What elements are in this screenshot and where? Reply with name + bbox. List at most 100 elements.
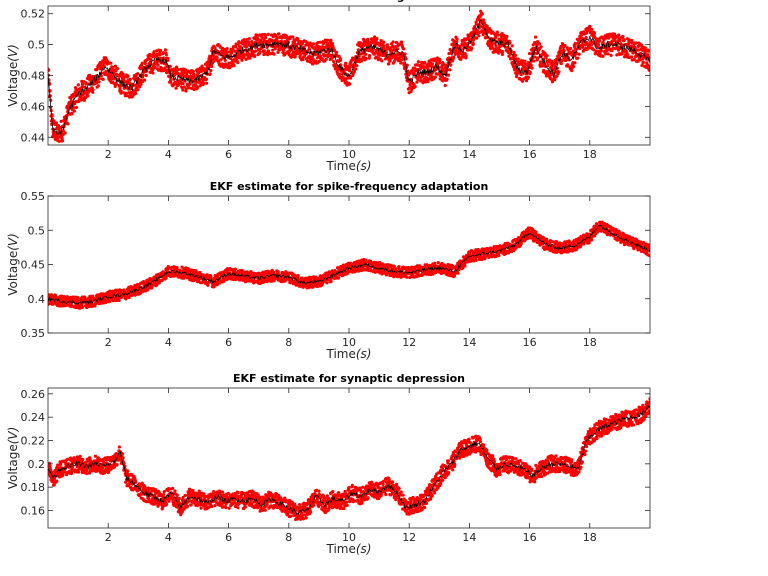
- data-point: [364, 260, 368, 265]
- data-point: [381, 40, 385, 44]
- data-point: [264, 33, 268, 37]
- data-point: [256, 37, 260, 41]
- data-point: [96, 84, 100, 88]
- data-point: [144, 73, 148, 78]
- data-point: [382, 44, 386, 48]
- data-point: [348, 76, 353, 80]
- data-point: [355, 64, 359, 68]
- data-point: [426, 80, 430, 84]
- data-point: [219, 58, 223, 62]
- data-point: [84, 82, 89, 86]
- data-point: [621, 34, 625, 39]
- data-point: [128, 77, 132, 81]
- data-point: [512, 51, 516, 55]
- data-point: [641, 60, 645, 64]
- data-point: [495, 30, 499, 34]
- data-point: [49, 98, 53, 102]
- x-tick-label: 10: [342, 148, 356, 161]
- data-point: [477, 34, 481, 38]
- data-point: [455, 37, 459, 41]
- data-point: [107, 300, 111, 304]
- data-point: [261, 270, 265, 274]
- data-point: [74, 105, 79, 110]
- data-point: [141, 73, 145, 77]
- data-point: [412, 72, 417, 76]
- data-point: [127, 295, 131, 300]
- data-point: [643, 51, 647, 55]
- data-point: [416, 78, 420, 82]
- data-point: [258, 50, 262, 54]
- data-point: [307, 44, 311, 48]
- y-tick-label: 0.5: [28, 39, 46, 52]
- data-point: [200, 281, 204, 285]
- data-point: [390, 50, 394, 54]
- data-point: [149, 57, 153, 62]
- data-point: [497, 253, 501, 258]
- data-point: [590, 27, 594, 31]
- data-point: [576, 56, 580, 60]
- data-point: [375, 37, 379, 41]
- data-point: [124, 91, 128, 95]
- data-point: [473, 24, 477, 29]
- data-point: [550, 80, 555, 84]
- data-point: [318, 40, 322, 44]
- data-point: [480, 12, 484, 16]
- data-point: [69, 99, 73, 103]
- data-point: [409, 90, 413, 94]
- data-point: [111, 65, 115, 70]
- data-point: [557, 53, 562, 57]
- data-point: [516, 57, 520, 61]
- data-point: [232, 64, 236, 68]
- data-point: [332, 48, 337, 53]
- data-point: [388, 46, 392, 50]
- data-point: [557, 70, 561, 74]
- data-point: [245, 45, 249, 49]
- data-point: [253, 45, 258, 50]
- data-point: [573, 61, 577, 65]
- data-point: [475, 36, 479, 40]
- data-point: [568, 46, 573, 51]
- data-point: [643, 46, 647, 50]
- data-point: [293, 39, 297, 44]
- data-point: [277, 48, 281, 52]
- data-point: [254, 49, 258, 53]
- data-point: [266, 32, 270, 36]
- data-point: [584, 35, 588, 40]
- data-point: [288, 35, 293, 39]
- data-point: [400, 58, 404, 62]
- x-tick-label: 8: [285, 148, 292, 161]
- data-point: [463, 51, 467, 56]
- data-point: [60, 136, 64, 140]
- y-tick-label: 0.48: [21, 70, 46, 83]
- data-point: [646, 49, 650, 53]
- data-point: [471, 42, 475, 46]
- data-point: [407, 86, 412, 90]
- data-point: [467, 251, 472, 256]
- data-point: [101, 77, 105, 81]
- data-point: [566, 64, 570, 68]
- data-point: [86, 94, 90, 98]
- data-point: [213, 46, 217, 50]
- data-point: [156, 63, 160, 67]
- data-point: [344, 61, 348, 65]
- data-point: [152, 50, 156, 54]
- data-point: [72, 109, 77, 113]
- data-point: [364, 56, 368, 61]
- data-point: [618, 38, 622, 42]
- data-point: [632, 57, 636, 62]
- data-point: [187, 86, 191, 90]
- data-point: [91, 88, 95, 92]
- data-point: [584, 31, 589, 35]
- data-point: [363, 258, 368, 262]
- data-point: [215, 283, 219, 287]
- data-point: [133, 91, 138, 95]
- data-point: [617, 33, 621, 37]
- data-point: [634, 41, 638, 45]
- data-point: [54, 121, 58, 125]
- data-point: [622, 38, 626, 42]
- data-point: [338, 58, 343, 63]
- data-point: [176, 68, 180, 72]
- data-point: [299, 52, 303, 56]
- data-point: [433, 75, 437, 79]
- data-point: [607, 36, 611, 40]
